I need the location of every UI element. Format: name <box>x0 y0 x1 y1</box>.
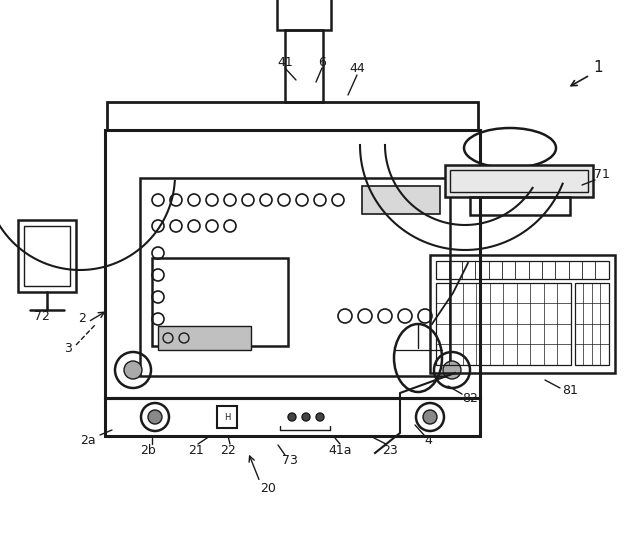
Text: 2: 2 <box>78 311 86 324</box>
Text: H: H <box>224 412 230 422</box>
Circle shape <box>423 410 437 424</box>
Bar <box>436 283 571 365</box>
Text: 41: 41 <box>277 55 293 68</box>
Text: 81: 81 <box>562 383 578 397</box>
Circle shape <box>148 410 162 424</box>
Text: 44: 44 <box>349 61 365 74</box>
Bar <box>152 258 289 346</box>
Circle shape <box>302 413 310 421</box>
Bar <box>18 220 76 292</box>
Bar <box>140 178 450 376</box>
Bar <box>217 406 237 428</box>
Bar <box>430 255 615 373</box>
Text: 41a: 41a <box>328 444 352 457</box>
Bar <box>285 30 323 102</box>
Text: 22: 22 <box>220 444 236 457</box>
Text: 82: 82 <box>462 392 478 404</box>
Text: 71: 71 <box>594 168 610 182</box>
Bar <box>158 326 251 350</box>
Text: 20: 20 <box>260 481 276 494</box>
Text: 73: 73 <box>282 453 298 467</box>
Text: 3: 3 <box>64 341 72 354</box>
Text: 21: 21 <box>188 444 204 457</box>
Circle shape <box>443 361 461 379</box>
Text: 72: 72 <box>34 310 50 323</box>
Text: 23: 23 <box>382 444 398 457</box>
Circle shape <box>288 413 296 421</box>
Bar <box>277 0 331 30</box>
Bar <box>105 130 480 398</box>
Circle shape <box>316 413 324 421</box>
Text: 4: 4 <box>424 434 432 446</box>
Text: 6: 6 <box>318 55 326 68</box>
Text: 2b: 2b <box>140 444 156 457</box>
Bar <box>362 186 440 214</box>
Bar <box>470 197 570 215</box>
Circle shape <box>124 361 142 379</box>
Bar <box>450 170 588 192</box>
Bar <box>107 102 478 130</box>
Bar <box>24 226 70 286</box>
Bar <box>575 283 609 365</box>
Bar <box>436 261 609 279</box>
Text: 1: 1 <box>593 61 603 75</box>
Bar <box>105 398 480 436</box>
Bar <box>445 165 593 197</box>
Text: 2a: 2a <box>80 434 96 446</box>
